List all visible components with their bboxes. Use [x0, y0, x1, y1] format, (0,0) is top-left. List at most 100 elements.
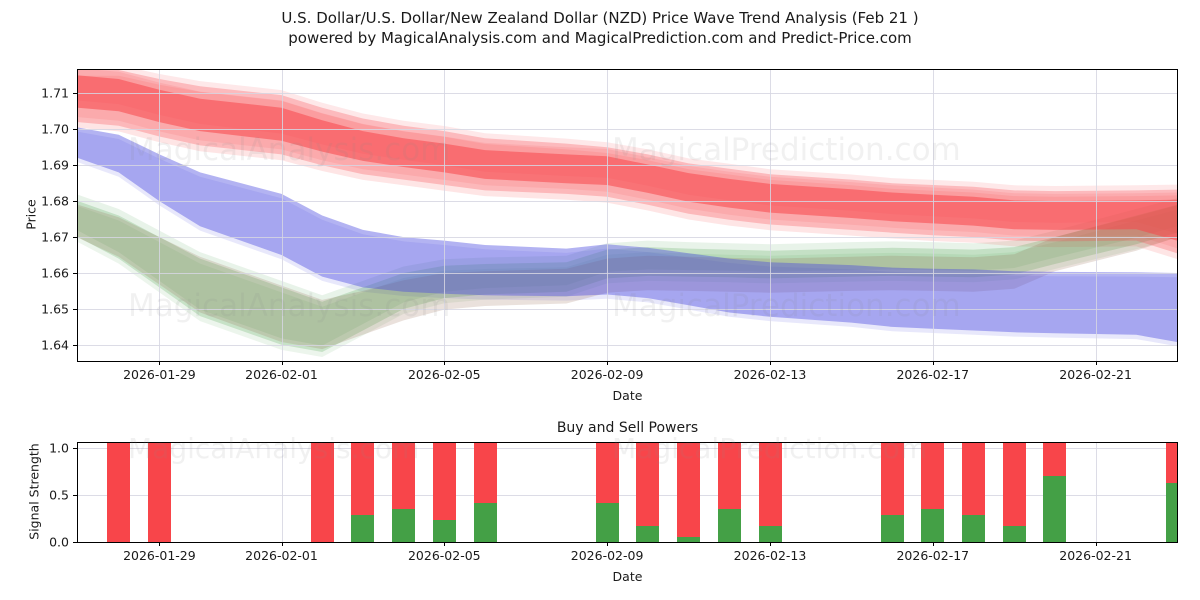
bar-buy-power: [432, 520, 456, 542]
gridline-vertical: [770, 70, 771, 361]
signal-chart-title: Buy and Sell Powers: [556, 420, 699, 436]
title-line-1: U.S. Dollar/U.S. Dollar/New Zealand Doll…: [281, 9, 919, 27]
bar-sell-power: [717, 443, 741, 510]
title-line-2: powered by MagicalAnalysis.com and Magic…: [288, 29, 912, 47]
band-blue-trend-band: [78, 127, 1177, 342]
gridline-vertical: [444, 70, 446, 361]
gridline-vertical: [281, 70, 283, 361]
bar-buy-power: [962, 515, 985, 542]
xtick-label-date-signal: 2026-02-13: [733, 548, 807, 563]
ytick-mark-price: [73, 237, 77, 239]
xtick-label-date-signal: 2026-01-29: [123, 548, 196, 563]
xtick-label-date-signal: 2026-02-01: [245, 548, 318, 563]
gridline-horizontal: [78, 129, 1177, 131]
signal-strength-axis-label: Signal Strength: [26, 442, 42, 540]
ytick-label-price: 1.68: [41, 193, 69, 209]
xtick-label-date-main: 2026-02-21: [1059, 367, 1132, 382]
bar-sell-power: [1002, 443, 1026, 527]
xtick-label-date-main: 2026-02-17: [896, 367, 970, 382]
bar-sell-power: [636, 443, 660, 527]
xtick-label-date-main: 2026-02-05: [407, 367, 481, 382]
xtick-label-date-signal: 2026-02-05: [407, 548, 481, 563]
gridline-vertical: [159, 70, 161, 361]
xtick-mark-date-signal: [281, 542, 283, 546]
bar-sell-power: [392, 443, 416, 510]
xtick-mark-date-signal: [444, 542, 446, 546]
bar-sell-power: [880, 443, 904, 516]
bar-sell-power: [595, 443, 619, 504]
ytick-mark-signal: [73, 447, 77, 449]
ytick-mark-signal: [73, 494, 77, 496]
ytick-mark-signal: [73, 542, 77, 543]
bar-sell-power: [351, 443, 375, 516]
ytick-label-price: 1.65: [41, 301, 69, 317]
xtick-mark-date-main: [281, 361, 283, 365]
gridline-vertical-signal: [281, 443, 283, 542]
ytick-mark-price: [73, 344, 77, 346]
bar-buy-power: [1165, 482, 1177, 542]
bar-buy-power: [351, 515, 375, 542]
ytick-label-price: 1.69: [41, 157, 69, 173]
ytick-mark-price: [73, 308, 77, 310]
bar-sell-power: [921, 443, 945, 510]
ytick-label-price: 1.64: [41, 337, 69, 353]
ytick-label-price: 1.70: [41, 121, 69, 137]
bar-buy-power: [717, 509, 741, 542]
xtick-mark-date-main: [1095, 361, 1097, 365]
bar-sell-power: [677, 443, 701, 537]
bar-buy-power: [473, 503, 497, 542]
bar-buy-power: [636, 526, 660, 542]
xtick-mark-date-main: [607, 361, 609, 365]
ytick-label-signal: 1.0: [49, 440, 69, 456]
bar-sell-power: [473, 443, 497, 504]
bar-sell-power: [432, 443, 456, 521]
ytick-label-price: 1.67: [41, 229, 69, 245]
xtick-mark-date-main: [770, 361, 771, 365]
xtick-label-date-main: 2026-01-29: [123, 367, 196, 382]
bar-sell-power: [962, 443, 985, 516]
gridline-horizontal: [78, 201, 1177, 203]
signal-chart-plot-area: [77, 442, 1178, 543]
date-axis-label-signal: Date: [612, 569, 643, 584]
xtick-mark-date-main: [932, 361, 934, 365]
gridline-horizontal-signal: [78, 494, 1177, 496]
xtick-label-date-main: 2026-02-09: [570, 367, 644, 382]
xtick-label-date-main: 2026-02-13: [733, 367, 807, 382]
bar-buy-power: [392, 509, 416, 542]
page-title: U.S. Dollar/U.S. Dollar/New Zealand Doll…: [0, 8, 1200, 48]
gridline-vertical: [607, 70, 609, 361]
bar-buy-power: [1002, 526, 1026, 542]
ytick-mark-price: [73, 129, 77, 131]
ytick-mark-price: [73, 273, 77, 274]
price-axis-label: Price: [23, 198, 39, 230]
gridline-vertical: [932, 70, 934, 361]
xtick-mark-date-signal: [159, 542, 161, 546]
xtick-mark-date-signal: [1095, 542, 1097, 546]
band-echo-green-support-band: [78, 206, 1177, 357]
gridline-horizontal: [78, 237, 1177, 239]
band-echo-blue-trend-band: [78, 131, 1177, 347]
bar-buy-power: [1043, 475, 1067, 542]
gridline-vertical-signal: [1095, 443, 1097, 542]
date-axis-label-main: Date: [612, 388, 643, 403]
xtick-mark-date-main: [159, 361, 161, 365]
bar-sell-power: [1165, 443, 1177, 483]
bar-buy-power: [677, 537, 701, 542]
ytick-mark-price: [73, 93, 77, 95]
gridline-horizontal-signal: [78, 447, 1177, 449]
xtick-label-date-main: 2026-02-01: [245, 367, 318, 382]
bar-buy-power: [595, 503, 619, 542]
band-red-inner-core-band: [78, 75, 1177, 241]
xtick-mark-date-main: [444, 361, 446, 365]
xtick-mark-date-signal: [932, 542, 934, 546]
gridline-horizontal: [78, 308, 1177, 310]
price-band-series: [78, 70, 1177, 357]
ytick-label-price: 1.71: [41, 85, 69, 101]
bar-sell-power: [107, 443, 131, 542]
bar-sell-power: [310, 443, 334, 542]
xtick-mark-date-signal: [607, 542, 609, 546]
ytick-label-price: 1.66: [41, 265, 69, 281]
price-chart-plot-area: [77, 69, 1178, 362]
band-brown-overlap-band: [78, 204, 1177, 350]
